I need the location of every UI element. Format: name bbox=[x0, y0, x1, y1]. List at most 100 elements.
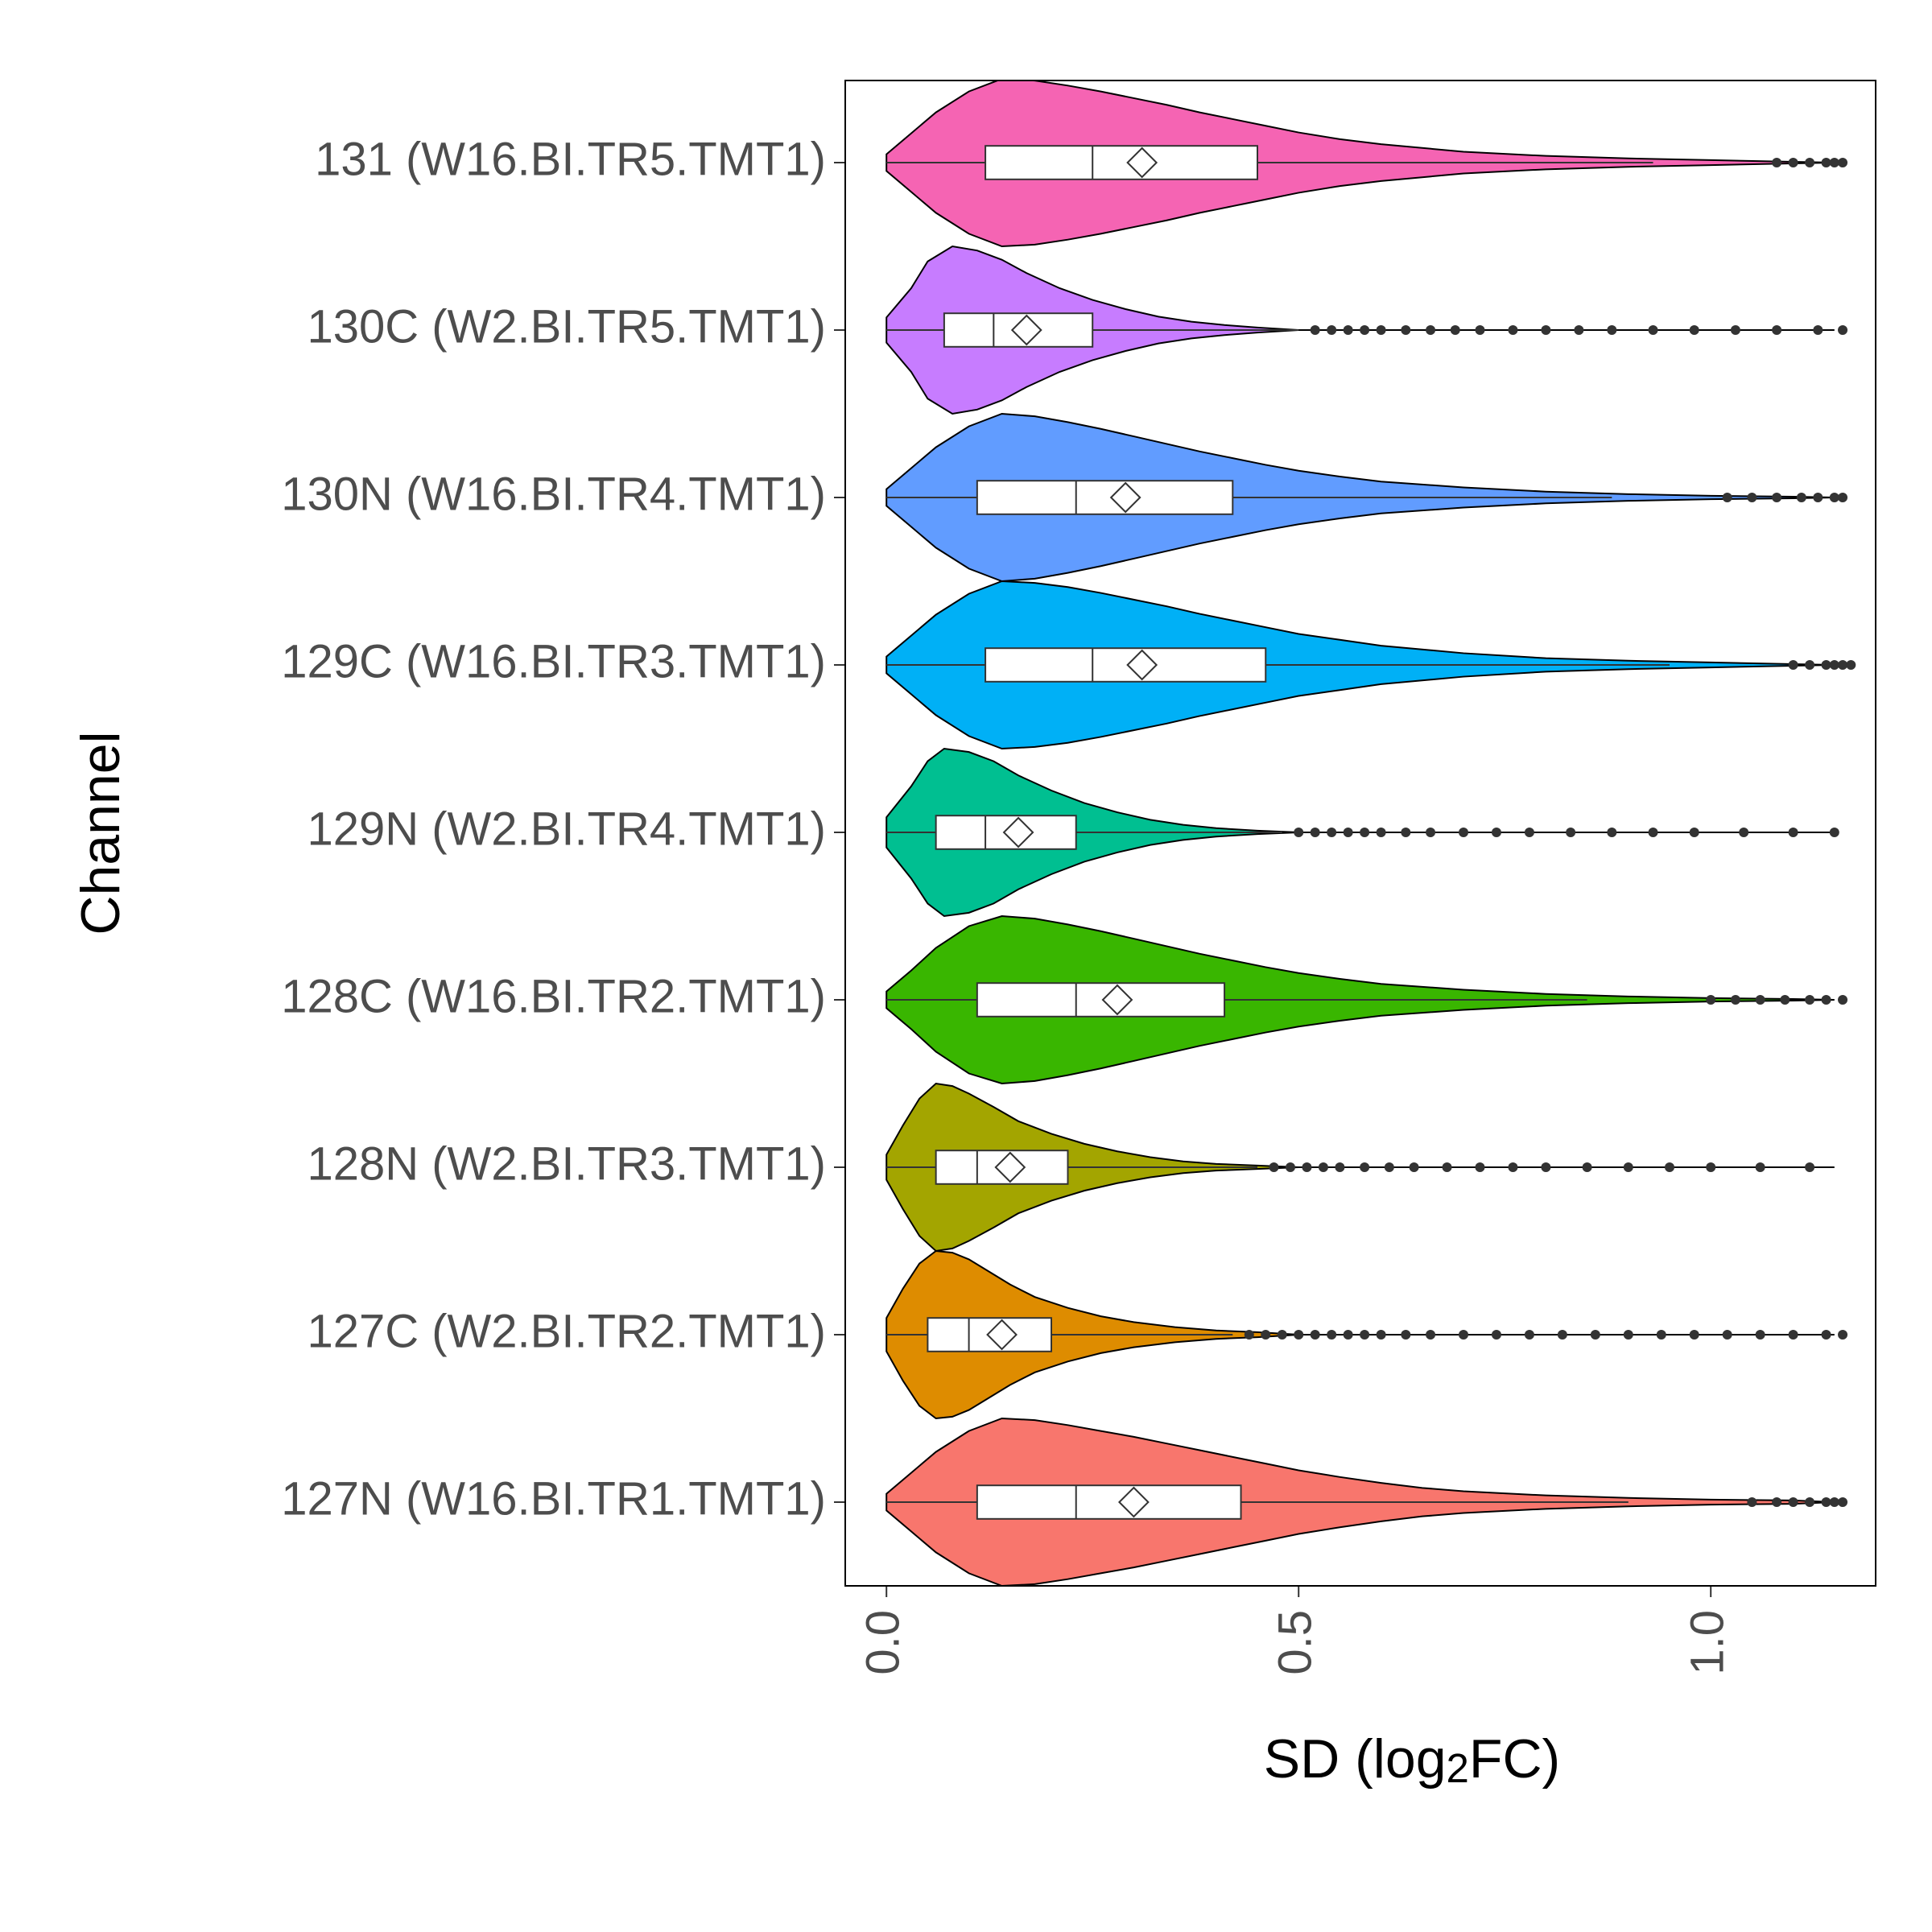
outlier-point bbox=[1492, 1330, 1501, 1340]
outlier-point bbox=[1822, 995, 1831, 1005]
outlier-point bbox=[1830, 828, 1839, 837]
outlier-point bbox=[1805, 1162, 1814, 1172]
outlier-point bbox=[1624, 1162, 1633, 1172]
box bbox=[977, 1485, 1241, 1519]
outlier-point bbox=[1838, 995, 1847, 1005]
y-axis-title: Channel bbox=[70, 731, 131, 935]
outlier-point bbox=[1327, 1330, 1336, 1340]
outlier-point bbox=[1756, 995, 1765, 1005]
outlier-point bbox=[1327, 325, 1336, 335]
outlier-point bbox=[1649, 828, 1658, 837]
y-tick-label: 131 (W16.BI.TR5.TMT1) bbox=[315, 133, 826, 185]
outlier-point bbox=[1772, 158, 1781, 167]
outlier-point bbox=[1344, 828, 1353, 837]
outlier-point bbox=[1294, 1330, 1303, 1340]
box bbox=[936, 815, 1076, 849]
outlier-point bbox=[1731, 325, 1740, 335]
outlier-point bbox=[1508, 325, 1517, 335]
box bbox=[977, 983, 1224, 1017]
outlier-point bbox=[1525, 828, 1534, 837]
outlier-point bbox=[1344, 1330, 1353, 1340]
outlier-point bbox=[1789, 828, 1798, 837]
violin-chart: 127N (W16.BI.TR1.TMT1)127C (W2.BI.TR2.TM… bbox=[0, 0, 1932, 1932]
box bbox=[936, 1150, 1068, 1184]
outlier-point bbox=[1360, 1162, 1369, 1172]
outlier-point bbox=[1360, 325, 1369, 335]
outlier-point bbox=[1747, 493, 1757, 502]
outlier-point bbox=[1624, 1330, 1633, 1340]
y-tick-label: 128C (W16.BI.TR2.TMT1) bbox=[281, 970, 826, 1022]
outlier-point bbox=[1541, 325, 1550, 335]
outlier-point bbox=[1245, 1330, 1254, 1340]
y-tick-label: 130C (W2.BI.TR5.TMT1) bbox=[307, 300, 826, 353]
outlier-point bbox=[1838, 158, 1847, 167]
outlier-point bbox=[1747, 1497, 1757, 1507]
chart-svg: 127N (W16.BI.TR1.TMT1)127C (W2.BI.TR2.TM… bbox=[0, 0, 1932, 1932]
outlier-point bbox=[1780, 995, 1790, 1005]
y-tick-label: 129N (W2.BI.TR4.TMT1) bbox=[307, 803, 826, 855]
outlier-point bbox=[1789, 158, 1798, 167]
outlier-point bbox=[1756, 1330, 1765, 1340]
outlier-point bbox=[1723, 1330, 1732, 1340]
outlier-point bbox=[1706, 1162, 1715, 1172]
outlier-point bbox=[1690, 828, 1699, 837]
outlier-point bbox=[1838, 1497, 1847, 1507]
outlier-point bbox=[1756, 1162, 1765, 1172]
outlier-point bbox=[1492, 828, 1501, 837]
outlier-point bbox=[1838, 325, 1847, 335]
outlier-point bbox=[1327, 828, 1336, 837]
outlier-point bbox=[1813, 493, 1823, 502]
outlier-point bbox=[1360, 828, 1369, 837]
outlier-point bbox=[1269, 1162, 1278, 1172]
outlier-point bbox=[1657, 1330, 1666, 1340]
outlier-point bbox=[1377, 1330, 1386, 1340]
outlier-point bbox=[1426, 325, 1435, 335]
y-tick-label: 127C (W2.BI.TR2.TMT1) bbox=[307, 1305, 826, 1357]
outlier-point bbox=[1822, 660, 1831, 670]
outlier-point bbox=[1385, 1162, 1394, 1172]
outlier-point bbox=[1772, 493, 1781, 502]
y-tick-label: 128N (W2.BI.TR3.TMT1) bbox=[307, 1137, 826, 1190]
outlier-point bbox=[1830, 158, 1839, 167]
outlier-point bbox=[1591, 1330, 1600, 1340]
outlier-point bbox=[1797, 493, 1806, 502]
outlier-point bbox=[1311, 1330, 1320, 1340]
outlier-point bbox=[1261, 1330, 1270, 1340]
outlier-point bbox=[1525, 1330, 1534, 1340]
outlier-point bbox=[1739, 828, 1748, 837]
outlier-point bbox=[1813, 325, 1823, 335]
outlier-point bbox=[1830, 493, 1839, 502]
outlier-point bbox=[1830, 660, 1839, 670]
outlier-point bbox=[1583, 1162, 1592, 1172]
outlier-point bbox=[1401, 325, 1410, 335]
outlier-point bbox=[1443, 1162, 1452, 1172]
outlier-point bbox=[1772, 325, 1781, 335]
box bbox=[927, 1318, 1051, 1352]
outlier-point bbox=[1426, 1330, 1435, 1340]
outlier-point bbox=[1401, 1330, 1410, 1340]
outlier-point bbox=[1558, 1330, 1567, 1340]
outlier-point bbox=[1360, 1330, 1369, 1340]
outlier-point bbox=[1723, 493, 1732, 502]
box bbox=[985, 146, 1257, 180]
outlier-point bbox=[1377, 828, 1386, 837]
y-tick-label: 129C (W16.BI.TR3.TMT1) bbox=[281, 635, 826, 687]
outlier-point bbox=[1335, 1162, 1344, 1172]
outlier-point bbox=[1278, 1330, 1287, 1340]
outlier-point bbox=[1805, 660, 1814, 670]
box bbox=[944, 313, 1092, 347]
outlier-point bbox=[1294, 828, 1303, 837]
outlier-point bbox=[1508, 1162, 1517, 1172]
outlier-point bbox=[1566, 828, 1575, 837]
x-tick-label: 1.0 bbox=[1682, 1610, 1734, 1675]
x-axis-title: SD (log2FC) bbox=[1264, 1728, 1560, 1791]
outlier-point bbox=[1846, 660, 1856, 670]
outlier-point bbox=[1789, 660, 1798, 670]
outlier-point bbox=[1830, 1497, 1839, 1507]
outlier-point bbox=[1690, 1330, 1699, 1340]
outlier-point bbox=[1302, 1162, 1311, 1172]
outlier-point bbox=[1706, 995, 1715, 1005]
x-tick-label: 0.5 bbox=[1269, 1610, 1322, 1675]
outlier-point bbox=[1475, 325, 1484, 335]
outlier-point bbox=[1475, 1162, 1484, 1172]
